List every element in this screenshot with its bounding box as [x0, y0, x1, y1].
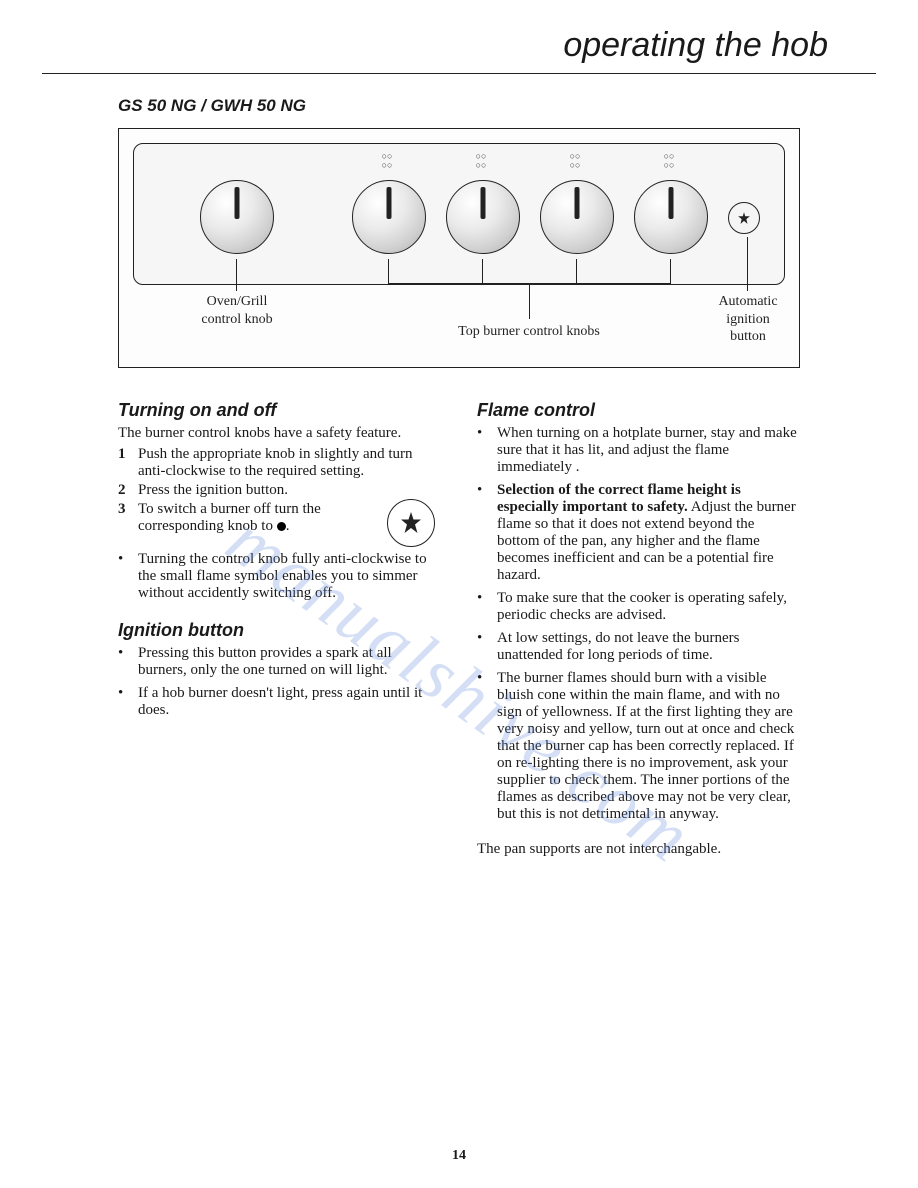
oven-grill-knob: [200, 180, 274, 254]
spark-icon: [387, 499, 435, 547]
flame-b3: To make sure that the cooker is operatin…: [497, 590, 800, 624]
heading-ignition: Ignition button: [118, 620, 441, 641]
model-heading: GS 50 NG / GWH 50 NG: [118, 96, 918, 116]
page-number: 14: [0, 1148, 918, 1164]
burner-knob-4: [634, 180, 708, 254]
flame-bullets: When turning on a hotplate burner, stay …: [477, 425, 800, 823]
flame-b2: Selection of the correct flame height is…: [497, 482, 800, 584]
simmer-bullet: Turning the control knob fully anti-cloc…: [138, 551, 441, 602]
heading-turning-on-off: Turning on and off: [118, 400, 441, 421]
flame-b5: The burner flames should burn with a vis…: [497, 670, 800, 823]
control-panel-diagram: ○○○○ ○○○○ ○○○○ ○○○○ Oven/Grillcontrol kn…: [118, 128, 800, 368]
label-top-burner: Top burner control knobs: [429, 323, 629, 341]
body-columns: Turning on and off The burner control kn…: [118, 400, 800, 858]
pan-supports-note: The pan supports are not interchangable.: [477, 841, 800, 858]
off-dot-icon: [277, 522, 286, 531]
ignition-bullets: Pressing this button provides a spark at…: [118, 645, 441, 719]
step-2: Press the ignition button.: [138, 482, 288, 499]
burner-knob-2: [446, 180, 520, 254]
label-ignition: Automaticignitionbutton: [707, 293, 789, 346]
safety-lead: The burner control knobs have a safety f…: [118, 425, 441, 442]
step-1: Push the appropriate knob in slightly an…: [138, 446, 441, 480]
label-oven-grill: Oven/Grillcontrol knob: [177, 293, 297, 328]
ign-bullet-2: If a hob burner doesn't light, press aga…: [138, 685, 441, 719]
turning-on-steps: 1Push the appropriate knob in slightly a…: [118, 446, 441, 549]
panel-inner: ○○○○ ○○○○ ○○○○ ○○○○: [133, 143, 785, 285]
turning-bullets: Turning the control knob fully anti-cloc…: [118, 551, 441, 602]
heading-flame-control: Flame control: [477, 400, 800, 421]
left-column: Turning on and off The burner control kn…: [118, 400, 441, 858]
burner-knob-1: [352, 180, 426, 254]
flame-b1: When turning on a hotplate burner, stay …: [497, 425, 800, 476]
flame-b4: At low settings, do not leave the burner…: [497, 630, 800, 664]
ign-bullet-1: Pressing this button provides a spark at…: [138, 645, 441, 679]
ignition-button-icon: [728, 202, 760, 234]
step-3: To switch a burner off turn the correspo…: [138, 501, 441, 549]
right-column: Flame control When turning on a hotplate…: [477, 400, 800, 858]
burner-knob-3: [540, 180, 614, 254]
page-title: operating the hob: [42, 0, 876, 74]
